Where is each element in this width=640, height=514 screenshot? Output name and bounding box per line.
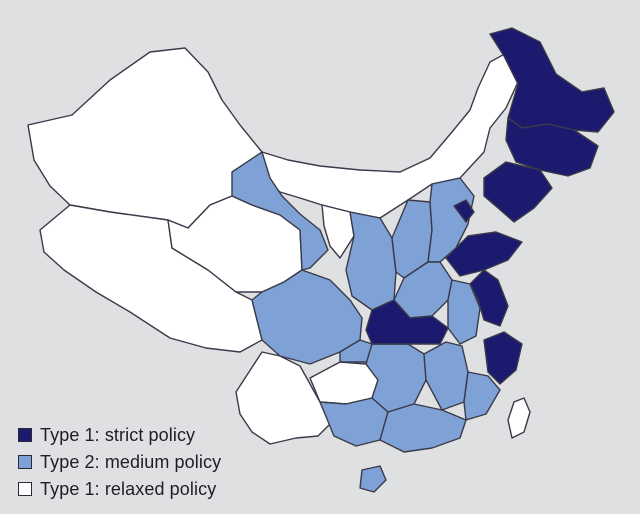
region-shaanxi	[345, 211, 397, 311]
region-shandong	[445, 231, 523, 277]
region-hainan	[359, 465, 387, 493]
region-liaoning	[483, 161, 553, 223]
dark-blue-square-swatch-icon	[18, 428, 32, 442]
legend-label-strict: Type 1: strict policy	[40, 424, 196, 445]
legend-item-medium: Type 2: medium policy	[18, 451, 221, 473]
region-gansu	[231, 151, 329, 271]
region-heilongjiang	[489, 27, 615, 133]
region-taiwan	[507, 397, 531, 439]
legend-label-medium: Type 2: medium policy	[40, 451, 222, 472]
legend-item-relaxed: Type 1: relaxed policy	[18, 478, 221, 500]
region-hubei	[365, 299, 449, 345]
region-guangdong	[379, 403, 467, 453]
region-guizhou	[309, 361, 379, 405]
region-inner-mongolia	[261, 49, 519, 219]
light-blue-square-swatch-icon	[18, 455, 32, 469]
region-sichuan	[251, 269, 363, 365]
region-hebei	[427, 177, 475, 263]
region-jiangxi	[423, 341, 469, 411]
region-jiangsu	[469, 269, 509, 327]
region-yunnan	[235, 351, 331, 445]
region-anhui	[447, 279, 481, 345]
legend-item-strict: Type 1: strict policy	[18, 424, 221, 446]
region-guangxi	[319, 397, 389, 447]
region-zhejiang	[483, 331, 523, 385]
strict-regions	[365, 27, 615, 385]
region-jilin	[505, 117, 599, 177]
map-legend: Type 1: strict policy Type 2: medium pol…	[18, 424, 221, 500]
medium-regions	[231, 151, 501, 493]
white-square-swatch-icon	[18, 482, 32, 496]
region-beijing-tianjin	[453, 199, 475, 223]
legend-label-relaxed: Type 1: relaxed policy	[40, 478, 217, 499]
